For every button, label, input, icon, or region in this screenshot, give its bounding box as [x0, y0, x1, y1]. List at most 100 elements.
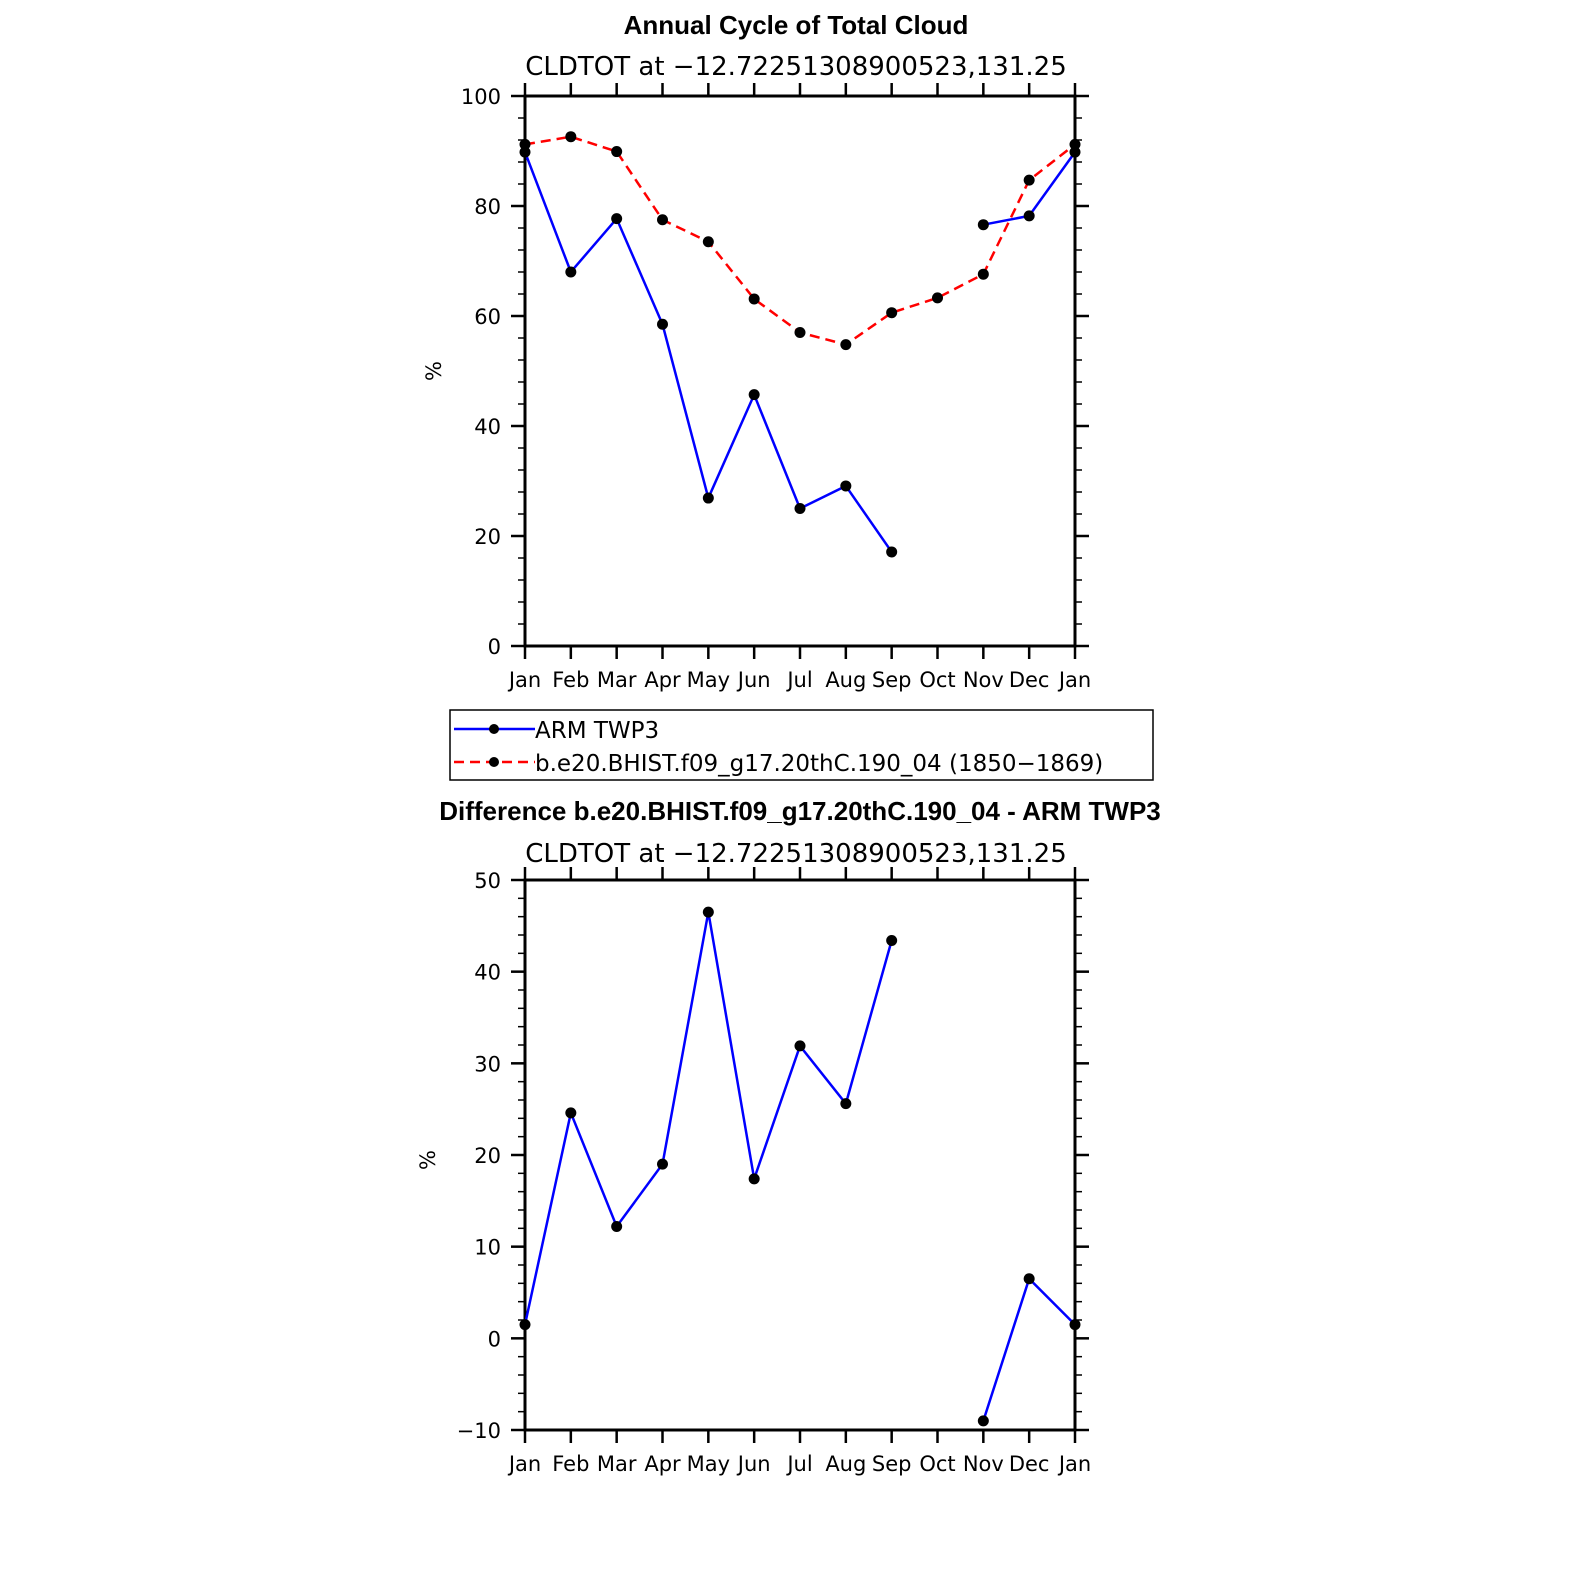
data-point [748, 389, 760, 401]
x-tick-label: Sep [872, 1452, 912, 1476]
chart2-title: Difference b.e20.BHIST.f09_g17.20thC.190… [439, 796, 1161, 826]
data-point [840, 480, 852, 492]
legend-box [449, 709, 1154, 781]
legend-label-model: b.e20.BHIST.f09_g17.20thC.190_04 (1850−1… [535, 751, 1103, 777]
data-point [932, 292, 943, 304]
y-tick-label: 100 [461, 85, 501, 109]
x-tick-label: Jun [736, 1452, 771, 1476]
data-point [702, 236, 714, 248]
y-tick-label: −10 [457, 1419, 501, 1443]
data-point [977, 1415, 989, 1427]
data-point [748, 1173, 760, 1185]
legend-label-arm: ARM TWP3 [535, 718, 659, 744]
data-point [565, 131, 577, 143]
series-0 [519, 146, 1081, 558]
difference-chart: Difference b.e20.BHIST.f09_g17.20thC.190… [416, 796, 1161, 1476]
data-point [611, 1221, 623, 1232]
data-point [794, 1040, 806, 1052]
data-point [657, 1158, 668, 1170]
x-tick-label: Dec [1009, 1452, 1050, 1476]
series-0 [519, 906, 1081, 1427]
data-point [886, 307, 898, 319]
data-point [565, 1107, 577, 1119]
data-point [519, 138, 531, 150]
data-point [886, 546, 898, 558]
x-tick-label: Oct [919, 1452, 955, 1476]
data-point [1069, 138, 1081, 150]
y-tick-label: 20 [474, 1144, 501, 1168]
chart1-subtitle: CLDTOT at −12.72251308900523,131.25 [525, 52, 1067, 82]
y-tick-label: 0 [488, 635, 501, 659]
data-point [1069, 1319, 1081, 1331]
x-tick-label: Mar [597, 1452, 637, 1476]
x-tick-label: Jan [507, 668, 541, 692]
legend-marker-arm [489, 724, 499, 734]
data-point [1023, 1273, 1035, 1285]
data-point [519, 1319, 531, 1331]
chart2-subtitle: CLDTOT at −12.72251308900523,131.25 [525, 839, 1067, 869]
plot-frame [523, 878, 1077, 1432]
y-tick-label: 20 [474, 525, 501, 549]
data-point [611, 213, 623, 225]
x-tick-label: Aug [825, 668, 866, 692]
x-tick-label: Jan [507, 1452, 541, 1476]
x-tick-label: Sep [872, 668, 912, 692]
x-tick-label: Apr [644, 1452, 681, 1476]
x-tick-label: Apr [644, 668, 681, 692]
y-tick-label: 80 [474, 195, 501, 219]
data-point [840, 339, 852, 351]
plot-frame [523, 94, 1077, 648]
data-point [657, 318, 668, 330]
series-line [524, 135, 1076, 346]
x-tick-label: Feb [552, 1452, 589, 1476]
data-point [1069, 146, 1081, 158]
data-point [1023, 174, 1035, 186]
legend-marker-model [489, 757, 499, 767]
chart1-title: Annual Cycle of Total Cloud [624, 10, 969, 40]
y-tick-label: 60 [474, 305, 501, 329]
data-point [611, 146, 623, 158]
y-tick-label: 30 [474, 1052, 501, 1076]
x-tick-label: May [687, 1452, 730, 1476]
data-point [657, 214, 668, 226]
chart1-y-axis-label: % [422, 361, 446, 381]
data-point [886, 935, 898, 946]
x-tick-label: Nov [963, 1452, 1004, 1476]
x-tick-label: Jul [785, 1452, 812, 1476]
series-1 [519, 131, 1081, 351]
legend: ARM TWP3 b.e20.BHIST.f09_g17.20thC.190_0… [449, 709, 1154, 781]
x-tick-label: Jan [1057, 668, 1091, 692]
data-point [794, 327, 806, 338]
data-point [519, 146, 531, 158]
y-tick-label: 0 [488, 1327, 501, 1351]
chart2-y-axis-label: % [416, 1150, 440, 1170]
x-tick-label: Nov [963, 668, 1004, 692]
series-line [982, 1276, 1076, 1422]
data-point [977, 268, 989, 280]
annual-cycle-chart: Annual Cycle of Total Cloud CLDTOT at −1… [422, 10, 1091, 692]
x-tick-label: Feb [552, 668, 589, 692]
y-tick-label: 40 [474, 415, 501, 439]
data-point [794, 503, 806, 514]
series-line [523, 911, 893, 1325]
x-tick-label: Mar [597, 668, 637, 692]
data-point [977, 219, 989, 231]
data-point [702, 906, 714, 918]
y-tick-label: 10 [474, 1236, 501, 1260]
x-tick-label: May [687, 668, 730, 692]
x-tick-label: Aug [825, 1452, 866, 1476]
series-line [523, 151, 893, 553]
x-tick-label: Jan [1057, 1452, 1091, 1476]
x-tick-label: Dec [1009, 668, 1050, 692]
x-tick-label: Oct [919, 668, 955, 692]
data-point [1023, 210, 1035, 222]
data-point [702, 492, 714, 504]
y-tick-label: 50 [474, 869, 501, 893]
x-tick-label: Jul [785, 668, 812, 692]
x-tick-label: Jun [736, 668, 771, 692]
data-point [565, 266, 577, 278]
data-point [840, 1098, 852, 1110]
axes: Jan Feb Mar Apr May Jun Jul Aug Sep Oct Nov Dec Jan−… [457, 867, 1091, 1476]
axes: Jan Feb Mar Apr May Jun Jul Aug Sep Oct Nov Dec Jan0… [461, 83, 1091, 692]
